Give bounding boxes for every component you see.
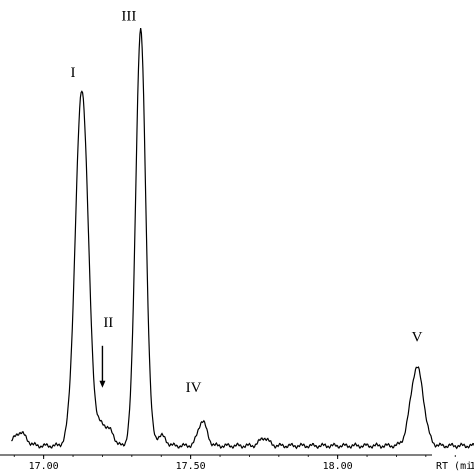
peak-label: I [71,65,76,81]
x-tick-label: 18.00 [323,461,353,472]
chromatogram-trace [11,28,474,450]
trace-layer [11,28,474,450]
x-tick-label: 17.50 [176,461,206,472]
peak-label: II [103,315,113,331]
peak-label: V [412,330,423,346]
x-tick-label: 17.00 [29,461,59,472]
arrow-head-icon [99,380,106,388]
x-axis-label: RT (mi [436,461,472,472]
peak-annotations: IIIIIIIVVVIVIIi.s. [71,8,423,396]
peak-label: IV [186,380,202,396]
peak-label: III [121,8,136,24]
x-tick-label: 18.50 [470,461,474,472]
